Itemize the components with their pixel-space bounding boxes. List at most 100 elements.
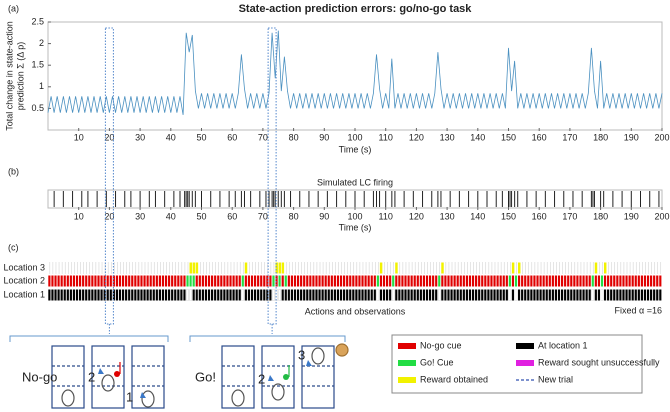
- location1-cell: [453, 289, 456, 301]
- no-go-cue-cell: [358, 275, 361, 287]
- no-go-cue-cell: [401, 275, 404, 287]
- no-go-cue-cell: [447, 275, 450, 287]
- no-go-cue-cell: [646, 275, 650, 287]
- x-tick-label: 80: [289, 211, 299, 221]
- step-label: 2: [258, 371, 265, 386]
- location1-cell: [266, 289, 269, 301]
- location1-cell: [634, 289, 637, 301]
- legend-label: Reward sought unsuccessfully: [538, 357, 660, 367]
- legend-label: New trial: [538, 374, 573, 384]
- no-go-cue-cell: [57, 275, 60, 287]
- no-go-cue-cell: [183, 275, 186, 287]
- no-go-cue-cell: [475, 275, 478, 287]
- no-go-cue-cell: [603, 275, 607, 287]
- away-cell: [437, 289, 441, 301]
- location1-cell: [373, 289, 376, 301]
- no-go-cue-cell: [266, 275, 269, 287]
- go-cue-cell: [508, 275, 511, 287]
- no-go-cue-cell: [493, 275, 496, 287]
- no-go-cue-cell: [287, 275, 290, 287]
- no-go-cue-cell: [82, 275, 85, 287]
- y-axis-label: prediction Σ (Δ p): [15, 42, 25, 111]
- no-go-cue-cell: [91, 275, 94, 287]
- no-go-cue-cell: [306, 275, 309, 287]
- location1-cell: [407, 289, 410, 301]
- no-go-cue-cell: [60, 275, 63, 287]
- no-go-cue-cell: [554, 275, 558, 287]
- location1-cell: [229, 289, 232, 301]
- no-go-cue-cell: [428, 275, 432, 287]
- no-go-cue-cell: [395, 275, 398, 287]
- no-go-cue-cell: [471, 275, 475, 287]
- go-cue-cell: [376, 275, 379, 287]
- no-go-cue-cell: [343, 275, 346, 287]
- reward-cell: [441, 262, 444, 274]
- x-tick-label: 150: [501, 132, 516, 142]
- go-cue-cell: [192, 275, 195, 287]
- x-tick-label: 130: [440, 211, 455, 221]
- highlight-box: [267, 27, 277, 325]
- no-go-cue-cell: [346, 275, 349, 287]
- no-go-cue-cell: [478, 275, 481, 287]
- no-go-cue-cell: [459, 275, 462, 287]
- no-go-cue-cell: [143, 275, 146, 287]
- location1-cell: [195, 289, 198, 301]
- location1-cell: [459, 289, 462, 301]
- location1-cell: [650, 289, 653, 301]
- away-cell: [241, 289, 245, 301]
- reward-cell: [518, 262, 521, 274]
- go-cue-cell: [272, 275, 275, 287]
- away-cell: [376, 289, 380, 301]
- location1-cell: [192, 289, 195, 301]
- no-go-cue-cell: [628, 275, 631, 287]
- away-cell: [591, 289, 595, 301]
- no-go-cue-cell: [398, 275, 401, 287]
- no-go-cue-cell: [425, 275, 429, 287]
- no-go-cue-cell: [152, 275, 155, 287]
- no-go-cue-cell: [407, 275, 410, 287]
- location1-cell: [530, 289, 533, 301]
- no-go-cue-cell: [121, 275, 125, 287]
- reward-cell: [379, 262, 383, 274]
- location1-cell: [579, 289, 582, 301]
- location1-cell: [152, 289, 155, 301]
- legend-label: At location 1: [538, 340, 588, 350]
- away-cell: [508, 289, 512, 301]
- location1-cell: [542, 289, 545, 301]
- location1-cell: [263, 289, 266, 301]
- location1-cell: [118, 289, 122, 301]
- no-go-cue-cell: [505, 275, 508, 287]
- no-go-cue-cell: [125, 275, 128, 287]
- panel-label: (a): [8, 3, 19, 13]
- x-tick-label: 130: [440, 132, 455, 142]
- no-go-cue-cell: [171, 275, 174, 287]
- location1-cell: [88, 289, 91, 301]
- location1-cell: [432, 289, 435, 301]
- location1-cell: [379, 289, 383, 301]
- location1-cell: [567, 289, 570, 301]
- row-label: Location 3: [3, 262, 45, 272]
- location1-cell: [103, 289, 106, 301]
- location1-cell: [410, 289, 413, 301]
- reward-cell: [603, 262, 607, 274]
- x-tick-label: 100: [347, 211, 362, 221]
- x-tick-label: 180: [593, 132, 608, 142]
- x-tick-label: 40: [166, 132, 176, 142]
- no-go-cue-cell: [106, 275, 109, 287]
- no-go-cue-cell: [481, 275, 484, 287]
- location1-cell: [653, 289, 656, 301]
- step-label: 1: [126, 389, 133, 404]
- no-go-cue-cell: [134, 275, 137, 287]
- no-go-cue-cell: [164, 275, 168, 287]
- panel-label: (b): [8, 166, 19, 176]
- legend-swatch: [398, 343, 416, 349]
- no-go-cue-cell: [115, 275, 119, 287]
- location1-cell: [309, 289, 312, 301]
- location1-cell: [217, 289, 220, 301]
- y-tick-label: 1.5: [31, 60, 44, 70]
- location1-cell: [389, 289, 392, 301]
- reward-cell: [281, 262, 285, 274]
- location1-cell: [564, 289, 567, 301]
- location1-cell: [198, 289, 201, 301]
- y-axis-label: Total change in state-action: [4, 21, 14, 131]
